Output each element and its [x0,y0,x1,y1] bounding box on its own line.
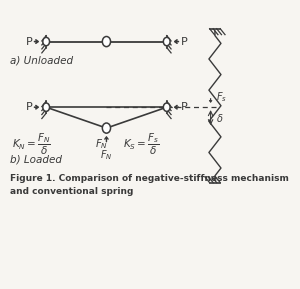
Text: P: P [26,37,32,47]
Text: $F_N$: $F_N$ [100,148,113,162]
Circle shape [43,37,50,46]
Text: $F_N$: $F_N$ [95,138,108,151]
Text: a) Unloaded: a) Unloaded [10,56,73,66]
Circle shape [102,123,110,133]
Text: b) Loaded: b) Loaded [10,154,62,164]
Text: $K_N = \dfrac{F_N}{\delta}$: $K_N = \dfrac{F_N}{\delta}$ [12,132,51,157]
Text: P: P [26,102,32,112]
Circle shape [163,103,170,111]
Text: P: P [181,37,188,47]
Text: $\delta$: $\delta$ [216,112,224,124]
Circle shape [102,36,110,47]
Text: $K_S = \dfrac{F_s}{\delta}$: $K_S = \dfrac{F_s}{\delta}$ [123,132,160,157]
Circle shape [163,37,170,46]
Text: Figure 1. Comparison of negative-stiffness mechanism
and conventional spring: Figure 1. Comparison of negative-stiffne… [10,174,289,196]
Circle shape [43,103,50,111]
Text: P: P [181,102,188,112]
Text: $F_s$: $F_s$ [216,90,227,104]
